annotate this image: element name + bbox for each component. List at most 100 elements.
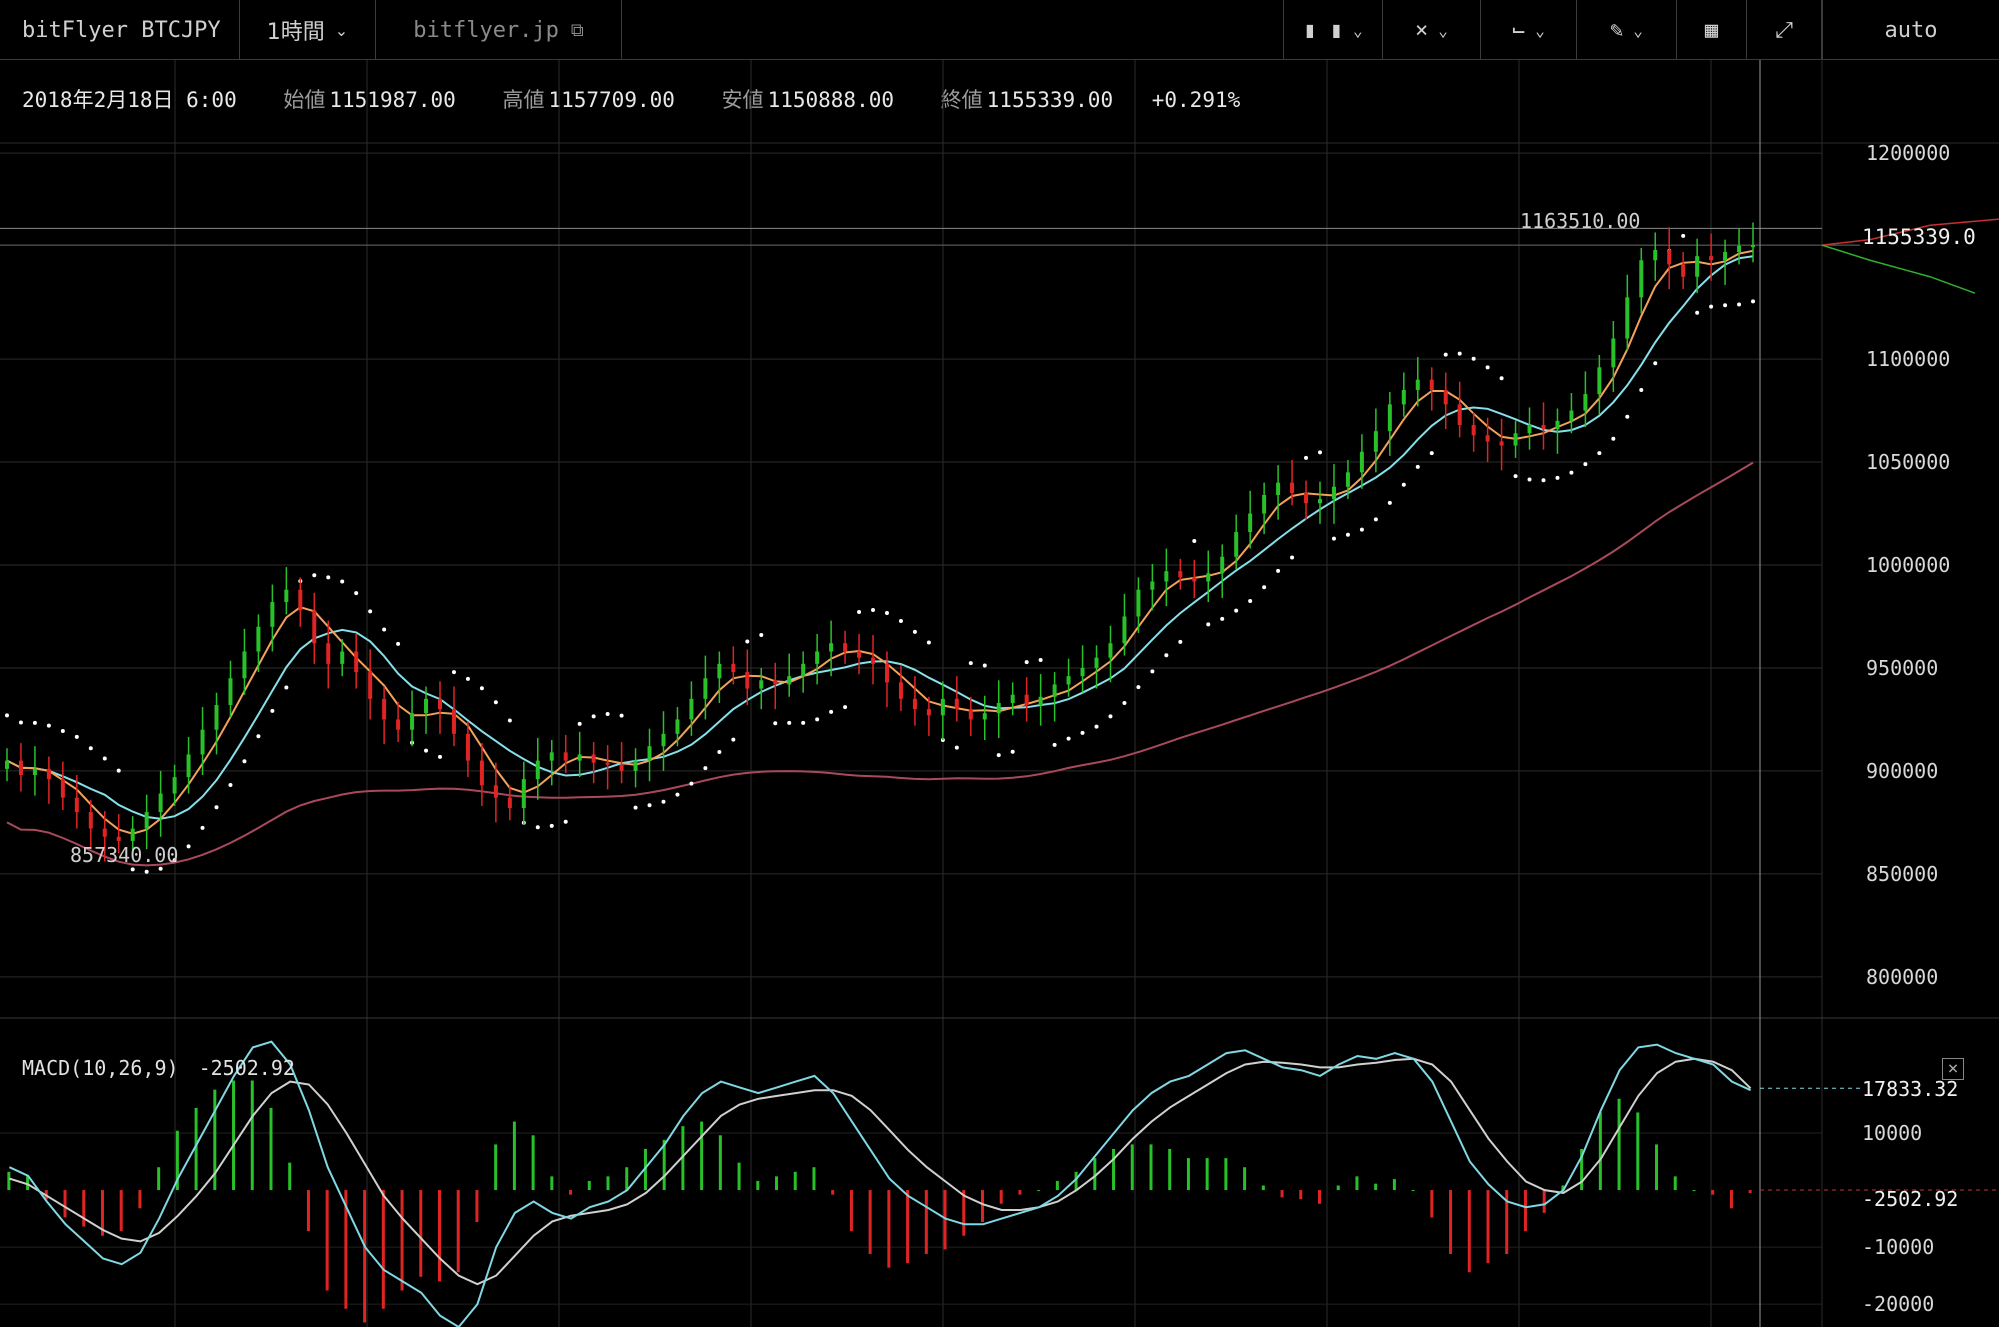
scale-mode-button[interactable]: auto: [1822, 0, 1999, 60]
candle-body: [1387, 404, 1392, 432]
macd-histogram-bar: [1130, 1144, 1134, 1191]
macd-histogram-bar: [1711, 1190, 1715, 1195]
chevron-down-icon: ⌄: [1535, 20, 1545, 40]
candle-body: [326, 643, 331, 664]
candle-body: [940, 698, 945, 716]
chart-grid: [0, 60, 1999, 1327]
candle-body: [1164, 571, 1169, 582]
candle-body: [1401, 389, 1406, 405]
macd-histogram-bar: [906, 1190, 910, 1264]
macd-histogram-bar: [269, 1107, 273, 1191]
candle-body: [1443, 389, 1448, 405]
candle-body: [1723, 252, 1728, 261]
parabolic-sar-dot: [773, 721, 778, 726]
macd-histogram-bar: [662, 1139, 666, 1191]
macd-histogram-bar: [1523, 1190, 1527, 1232]
macd-histogram-bar: [775, 1176, 779, 1191]
parabolic-sar-dot: [1583, 462, 1588, 467]
screenshot-button[interactable]: ▦: [1677, 0, 1747, 60]
candle-body: [242, 651, 247, 679]
candle-body: [424, 698, 429, 714]
candle-body: [1234, 532, 1239, 557]
parabolic-sar-dot: [1304, 455, 1309, 460]
parabolic-sar-dot: [1639, 387, 1644, 392]
parabolic-sar-dot: [312, 573, 317, 578]
candle-type-icon: ▮ ▮: [1303, 17, 1344, 43]
candle-body: [102, 828, 107, 837]
candle-body: [172, 777, 177, 794]
parabolic-sar-dot: [1429, 451, 1434, 456]
parabolic-sar-dot: [116, 768, 121, 773]
close-indicator-icon[interactable]: ×: [1942, 1058, 1964, 1080]
macd-histogram-bar: [250, 1080, 254, 1191]
parabolic-sar-dot: [996, 753, 1001, 758]
candle-body: [4, 760, 9, 769]
symbol-selector[interactable]: bitFlyer BTCJPY: [0, 0, 240, 60]
watermark-link[interactable]: bitflyer.jp ⧉: [376, 0, 622, 60]
candle-body: [731, 663, 736, 673]
parabolic-sar-dot: [619, 713, 624, 718]
indicator-button[interactable]: ⨯ ⌄: [1383, 0, 1481, 60]
candle-body: [1024, 694, 1029, 706]
candle-body: [60, 779, 65, 798]
price-tick-label: 1100000: [1866, 347, 1950, 371]
parabolic-sar-dot: [1527, 477, 1532, 482]
parabolic-sar-dot: [1276, 568, 1281, 573]
fullscreen-button[interactable]: ⤢: [1747, 0, 1822, 60]
price-tick-label: 950000: [1866, 656, 1938, 680]
macd-histogram-bar: [1673, 1176, 1677, 1191]
candle-body: [1429, 379, 1434, 390]
candle-body: [717, 663, 722, 679]
candle-body: [1457, 404, 1462, 425]
macd-histogram-bar: [1149, 1144, 1153, 1191]
parabolic-sar-dot: [144, 869, 149, 874]
drawing-tools-button[interactable]: ✎ ⌄: [1577, 0, 1677, 60]
parabolic-sar-dot: [1751, 299, 1756, 304]
macd-histogram-bar: [1037, 1190, 1041, 1192]
candle-body: [186, 754, 191, 778]
candle-body: [577, 754, 582, 761]
parabolic-sar-dot: [1555, 475, 1560, 480]
macd-histogram-bar: [1729, 1190, 1733, 1209]
macd-histogram-bar: [1542, 1190, 1546, 1213]
macd-histogram-bar: [587, 1180, 591, 1191]
short-moving-average-line: [6, 249, 1754, 835]
macd-histogram-bar: [1168, 1148, 1172, 1191]
macd-tick-label: -10000: [1862, 1235, 1934, 1259]
parabolic-sar-dot: [647, 803, 652, 808]
candle-body: [1304, 492, 1309, 504]
parabolic-sar-dot: [1499, 376, 1504, 381]
candle-body: [465, 733, 470, 761]
candle-body: [661, 733, 666, 747]
parabolic-sar-dot: [438, 754, 442, 759]
parabolic-sar-dot: [815, 717, 820, 722]
candle-body: [1681, 264, 1686, 277]
macd-histogram-bar: [718, 1135, 722, 1191]
macd-histogram-bar: [1392, 1179, 1396, 1191]
candle-body: [591, 754, 596, 763]
parabolic-sar-dot: [731, 737, 736, 742]
candle-body: [1248, 513, 1253, 533]
candle-body: [954, 698, 959, 710]
projection-upper-line: [1821, 218, 1999, 246]
macd-histogram-bar: [1692, 1190, 1696, 1192]
parabolic-sar-dot: [186, 844, 191, 849]
drawing-pencil-icon: ✎: [1610, 17, 1624, 43]
parabolic-sar-dot: [1262, 585, 1267, 590]
candle-body: [1639, 260, 1644, 298]
candle-type-button[interactable]: ▮ ▮ ⌄: [1283, 0, 1383, 60]
parabolic-sar-dot: [1178, 639, 1183, 644]
interval-selector[interactable]: 1時間 ⌄: [240, 0, 376, 60]
macd-histogram-bar: [1486, 1190, 1490, 1264]
chart-style-button[interactable]: ⌙ ⌄: [1481, 0, 1577, 60]
macd-histogram-bar: [494, 1144, 498, 1191]
parabolic-sar-dot: [1248, 599, 1253, 604]
macd-histogram-bar: [194, 1107, 198, 1191]
parabolic-sar-dot: [1108, 714, 1113, 719]
candle-body: [298, 589, 303, 611]
parabolic-sar-dot: [717, 750, 722, 755]
parabolic-sar-dot: [18, 720, 23, 725]
macd-histogram-bar: [456, 1190, 460, 1273]
parabolic-sar-dot: [200, 825, 205, 830]
